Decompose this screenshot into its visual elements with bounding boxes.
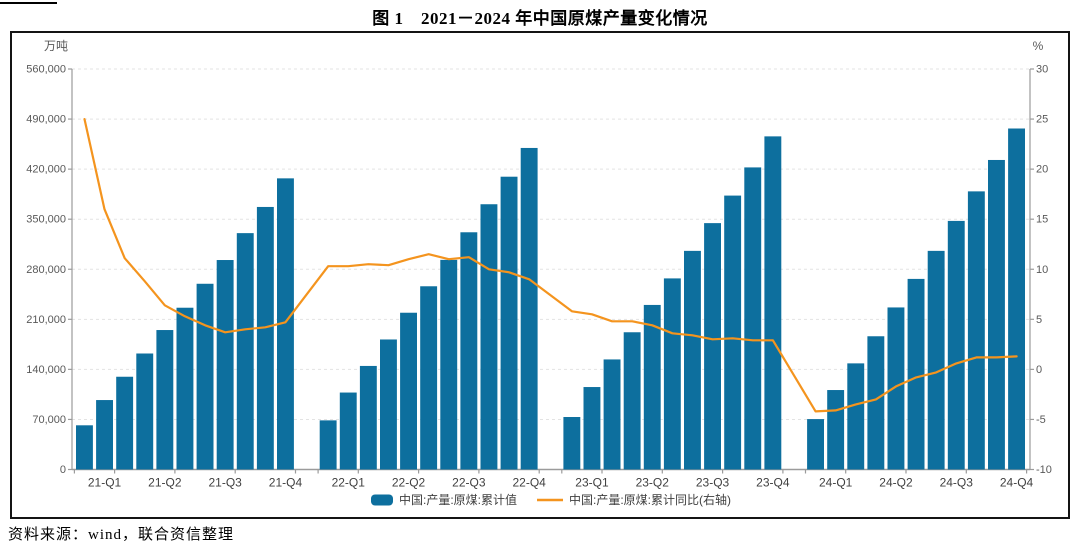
right-axis-tick-label: -10 [1036, 464, 1052, 476]
x-axis-quarter-label: 21-Q2 [148, 476, 182, 490]
left-axis-tick-label: 70,000 [32, 414, 66, 426]
legend: 中国:产量:原煤:累计值 中国:产量:原煤:累计同比(右轴) [371, 492, 731, 507]
bar [116, 376, 134, 470]
bar [359, 365, 377, 470]
bar [967, 191, 985, 470]
bar [500, 176, 518, 470]
bar [684, 250, 701, 470]
bar [136, 353, 154, 470]
cumulative-production-bars [76, 128, 1025, 470]
x-axis-quarter-label: 23-Q3 [696, 476, 730, 490]
bar [236, 233, 254, 470]
bar [1008, 128, 1025, 470]
left-axis-tick-labels: 0 70,000 140,000 210,000 280,000 350,000 420,0… [26, 64, 72, 476]
bar [907, 278, 925, 470]
bar [807, 419, 824, 470]
bar [480, 204, 498, 470]
left-axis-tick-label: 350,000 [26, 214, 66, 226]
bar [583, 387, 601, 470]
left-axis-tick-label: 0 [60, 464, 66, 476]
bar [256, 206, 274, 470]
x-axis-quarter-label: 23-Q1 [575, 476, 609, 490]
bar [663, 278, 681, 470]
chart-frame: 万吨% 0 70,000 140,000 210,000 280,000 350,000 42… [10, 31, 1070, 519]
bar [420, 286, 438, 470]
left-axis-tick-label: 210,000 [26, 314, 66, 326]
coal-production-chart: 万吨 % 0 70,000 140,000 210,000 280,000 350,000 42… [26, 39, 1052, 507]
bar [623, 332, 641, 470]
bar [76, 425, 93, 470]
left-axis-tick-label: 280,000 [26, 264, 66, 276]
bar [988, 159, 1005, 470]
legend-label-yoy: 中国:产量:原煤:累计同比(右轴) [569, 492, 731, 507]
bar [319, 420, 337, 470]
x-axis-quarter-label: 21-Q1 [88, 476, 122, 490]
bar [339, 392, 357, 470]
bar [947, 220, 965, 470]
bar [563, 417, 581, 470]
bar [603, 359, 621, 470]
right-axis-tick-label: 5 [1036, 314, 1042, 326]
x-axis-quarter-label: 21-Q3 [208, 476, 242, 490]
left-axis-tick-label: 420,000 [26, 164, 66, 176]
bar [400, 312, 417, 470]
x-axis-quarter-label: 22-Q1 [332, 476, 366, 490]
figure-title: 图 1 2021－2024 年中国原煤产量变化情况 [372, 9, 708, 28]
yoy-line [83, 117, 1018, 413]
x-axis-quarter-label: 22-Q2 [392, 476, 426, 490]
left-axis-tick-label: 140,000 [26, 364, 66, 376]
right-axis-tick-label: 0 [1036, 364, 1042, 376]
top-left-rule [0, 2, 57, 4]
right-axis-unit: % [1033, 39, 1044, 53]
x-axis-quarter-label: 22-Q3 [452, 476, 486, 490]
x-axis-quarter-label: 24-Q2 [879, 476, 913, 490]
right-axis-tick-label: 25 [1036, 114, 1048, 126]
right-axis-tick-label: 30 [1036, 64, 1048, 76]
right-axis-tick-label: 15 [1036, 214, 1048, 226]
bar [460, 232, 478, 470]
bar [96, 400, 113, 470]
bar [927, 250, 945, 470]
bar [764, 136, 782, 470]
bar [827, 390, 845, 470]
x-axis-quarter-label: 24-Q3 [940, 476, 974, 490]
x-axis-quarter-label: 24-Q1 [819, 476, 853, 490]
right-axis-tick-label: 10 [1036, 264, 1048, 276]
bar [887, 307, 905, 470]
bar [520, 147, 538, 470]
bar [176, 307, 194, 470]
source-note: 资料来源：wind，联合资信整理 [8, 527, 235, 543]
left-axis-unit: 万吨 [44, 39, 68, 53]
x-axis-quarter-label: 23-Q2 [636, 476, 670, 490]
bar [643, 304, 661, 470]
bar [216, 260, 234, 470]
bar [380, 339, 397, 470]
bar [724, 195, 742, 470]
bar [156, 330, 174, 470]
x-axis-quarter-label: 23-Q4 [756, 476, 790, 490]
bar [847, 363, 865, 470]
legend-bar-swatch [371, 494, 393, 506]
bar [196, 283, 214, 470]
right-axis-tick-label: -5 [1036, 414, 1046, 426]
x-axis-quarter-label: 21-Q4 [269, 476, 303, 490]
gridlines [72, 68, 1030, 420]
x-axis-quarter-label: 24-Q4 [1000, 476, 1034, 490]
bar [277, 178, 294, 470]
legend-label-cumulative: 中国:产量:原煤:累计值 [399, 492, 517, 507]
right-axis-tick-labels: -10 -5 0 5 10 15 20 25 30 [1030, 64, 1052, 476]
right-axis-tick-label: 20 [1036, 164, 1048, 176]
bar [744, 167, 762, 470]
bar [440, 259, 458, 470]
bar [704, 223, 721, 470]
bar [867, 336, 885, 470]
x-axis-labels: 21-Q1 21-Q2 21-Q3 21-Q4 22-Q1 22-Q2 22-Q3 22-Q4… [73, 469, 1034, 490]
x-axis-quarter-label: 22-Q4 [512, 476, 546, 490]
left-axis-tick-label: 490,000 [26, 114, 66, 126]
left-axis-tick-label: 560,000 [26, 64, 66, 76]
